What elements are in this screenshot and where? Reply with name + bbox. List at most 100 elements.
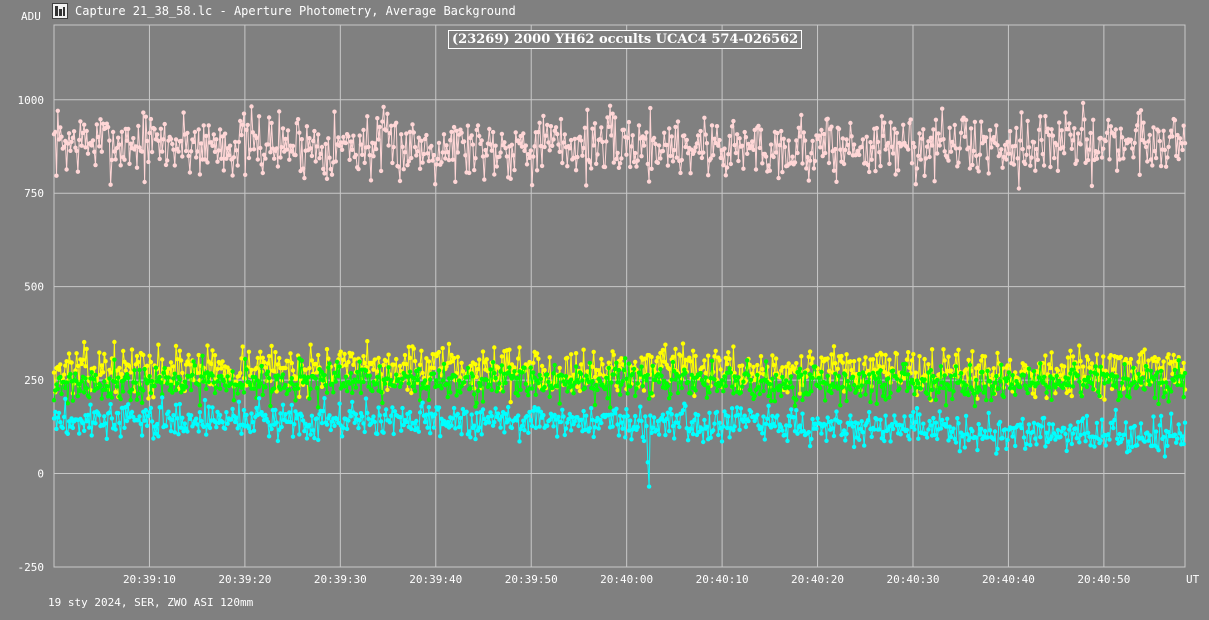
data-point-background <box>841 161 847 167</box>
data-point-target <box>553 417 559 422</box>
data-point-target <box>1146 438 1151 443</box>
data-point-comp2 <box>850 374 856 379</box>
data-point-comp1 <box>460 369 466 374</box>
data-point-comp1 <box>409 390 414 396</box>
data-point-target <box>361 421 366 426</box>
data-point-background <box>311 138 316 144</box>
data-point-comp1 <box>894 351 900 357</box>
data-point-comp1 <box>1128 356 1134 362</box>
data-point-comp2 <box>1001 394 1006 400</box>
data-point-comp2 <box>655 372 661 377</box>
data-point-background <box>758 127 764 132</box>
data-point-target <box>60 425 65 431</box>
data-point-background <box>1169 128 1174 133</box>
data-point-target <box>664 416 669 422</box>
data-point-comp2 <box>244 367 249 372</box>
data-point-comp2 <box>356 379 361 384</box>
data-point-comp2 <box>77 382 82 387</box>
data-point-comp1 <box>272 369 277 374</box>
data-point-comp2 <box>825 373 830 379</box>
data-point-comp2 <box>268 403 273 409</box>
data-point-target <box>54 426 59 432</box>
data-point-comp1 <box>1101 354 1106 359</box>
data-point-target <box>451 405 457 411</box>
data-point-background <box>901 122 906 128</box>
data-point-target <box>275 438 281 444</box>
data-point-background <box>141 110 146 115</box>
data-point-comp1 <box>1044 395 1049 401</box>
data-point-comp1 <box>1022 363 1028 368</box>
data-point-comp1 <box>517 345 522 350</box>
data-point-comp1 <box>539 363 545 369</box>
data-point-background <box>479 138 484 143</box>
data-point-comp2 <box>129 387 135 392</box>
data-point-background <box>929 143 935 148</box>
data-point-comp1 <box>58 362 63 367</box>
data-point-background <box>1172 118 1178 123</box>
data-point-background <box>740 143 745 148</box>
data-point-background <box>1014 125 1019 131</box>
data-point-comp2 <box>1022 383 1028 388</box>
data-point-comp2 <box>679 385 684 391</box>
data-point-comp2 <box>591 386 596 392</box>
data-point-comp1 <box>376 355 381 361</box>
data-point-comp2 <box>792 403 798 408</box>
data-point-background <box>874 125 879 131</box>
data-point-target <box>933 420 939 425</box>
data-point-background <box>386 143 391 148</box>
data-point-comp2 <box>984 397 989 403</box>
data-point-background <box>201 123 206 128</box>
data-point-background <box>796 125 801 130</box>
data-point-comp1 <box>127 364 132 369</box>
data-point-target <box>1062 425 1067 431</box>
data-point-target <box>1055 427 1061 433</box>
data-point-comp2 <box>272 386 277 391</box>
data-point-background <box>75 169 81 174</box>
data-point-target <box>712 421 717 426</box>
data-point-background <box>655 160 661 165</box>
data-point-comp2 <box>1148 368 1154 374</box>
data-point-background <box>877 150 882 155</box>
data-point-comp1 <box>508 399 513 405</box>
data-point-background <box>361 127 366 133</box>
data-point-comp2 <box>149 378 155 384</box>
data-point-comp1 <box>991 366 996 371</box>
data-point-target <box>1039 424 1044 429</box>
data-point-background <box>612 115 618 120</box>
data-point-target <box>233 419 238 425</box>
data-point-comp1 <box>166 366 171 371</box>
data-point-comp1 <box>404 362 409 367</box>
data-point-comp1 <box>917 354 922 359</box>
data-point-comp1 <box>771 362 776 368</box>
data-point-comp1 <box>121 348 126 354</box>
data-point-target <box>273 407 278 413</box>
data-point-background <box>937 143 942 148</box>
data-point-comp1 <box>880 364 886 370</box>
data-point-background <box>362 160 367 165</box>
data-point-target <box>362 429 367 435</box>
data-point-target <box>532 405 537 410</box>
data-point-target <box>948 434 954 440</box>
data-point-comp1 <box>1043 353 1048 358</box>
data-point-comp1 <box>113 389 118 395</box>
data-point-comp2 <box>994 374 999 379</box>
data-point-comp2 <box>353 385 359 390</box>
y-tick-label: 500 <box>24 281 44 294</box>
data-point-background <box>656 143 662 148</box>
data-point-comp2 <box>171 376 176 381</box>
data-point-background <box>391 144 396 150</box>
data-point-comp1 <box>678 353 683 358</box>
data-point-target <box>838 419 843 425</box>
data-point-background <box>480 154 486 159</box>
data-point-target <box>259 410 264 415</box>
data-point-target <box>857 437 862 442</box>
data-point-background <box>547 148 552 153</box>
data-point-comp1 <box>660 347 666 353</box>
data-point-target <box>537 424 542 429</box>
data-point-background <box>591 143 596 148</box>
data-point-background <box>263 156 268 161</box>
data-point-target <box>195 422 200 427</box>
data-point-target <box>279 424 284 430</box>
data-point-comp1 <box>571 372 576 377</box>
